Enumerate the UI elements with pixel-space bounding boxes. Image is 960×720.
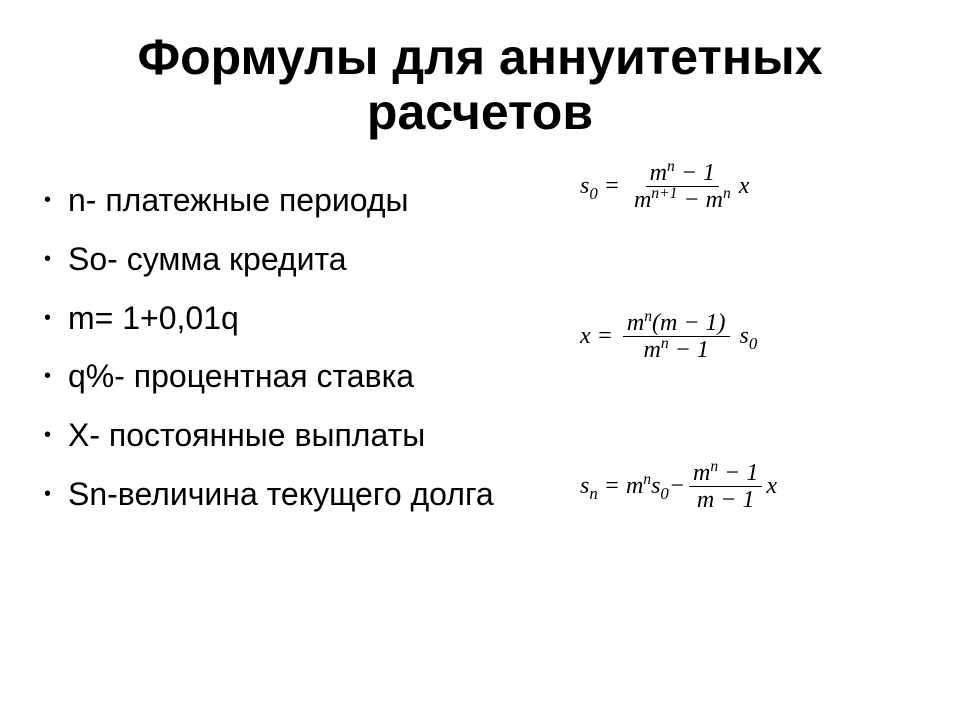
slide-body: n- платежные периоды Sо- сумма кредита m… [40, 160, 920, 535]
f3-numerator: mn − 1 [689, 460, 762, 487]
f3-fraction: mn − 1 m − 1 [689, 460, 762, 514]
list-item: Sn-величина текущего долга [40, 476, 560, 513]
f2-tail: s0 [734, 323, 758, 350]
list-item: q%- процентная ставка [40, 358, 560, 395]
formula-x: x = mn(m − 1) mn − 1 s0 [580, 310, 757, 364]
f3-lhs: sn [580, 473, 598, 500]
f1-tail: x [739, 173, 750, 200]
f3-denominator: m − 1 [693, 487, 759, 513]
f1-fraction: mn − 1 mn+1 − mn [630, 160, 735, 214]
list-item: Sо- сумма кредита [40, 241, 560, 278]
f3-tail: x [766, 473, 777, 500]
formula-s0: s0 = mn − 1 mn+1 − mn x [580, 160, 749, 214]
f2-fraction: mn(m − 1) mn − 1 [623, 310, 730, 364]
f1-numerator: mn − 1 [646, 160, 719, 187]
formulas-column: s0 = mn − 1 mn+1 − mn x x = mn(m − 1) [560, 160, 920, 535]
f3-term1: mns0 [626, 473, 669, 500]
definitions-column: n- платежные периоды Sо- сумма кредита m… [40, 160, 560, 535]
formula-sn: sn = mns0 − mn − 1 m − 1 x [580, 460, 777, 514]
f1-lhs: s0 [580, 173, 598, 200]
list-item: X- постоянные выплаты [40, 417, 560, 454]
slide: Формулы для аннуитетных расчетов n- плат… [0, 0, 960, 720]
f2-lhs: x [580, 323, 591, 350]
definition-list: n- платежные периоды Sо- сумма кредита m… [40, 182, 560, 513]
equals-sign: = [598, 473, 626, 500]
equals-sign: = [591, 323, 619, 350]
list-item: n- платежные периоды [40, 182, 560, 219]
list-item: m= 1+0,01q [40, 300, 560, 337]
minus-sign: − [669, 473, 685, 500]
f2-numerator: mn(m − 1) [623, 310, 730, 337]
equals-sign: = [598, 173, 626, 200]
f1-denominator: mn+1 − mn [630, 187, 735, 213]
f2-denominator: mn − 1 [640, 337, 713, 363]
slide-title: Формулы для аннуитетных расчетов [40, 30, 920, 140]
